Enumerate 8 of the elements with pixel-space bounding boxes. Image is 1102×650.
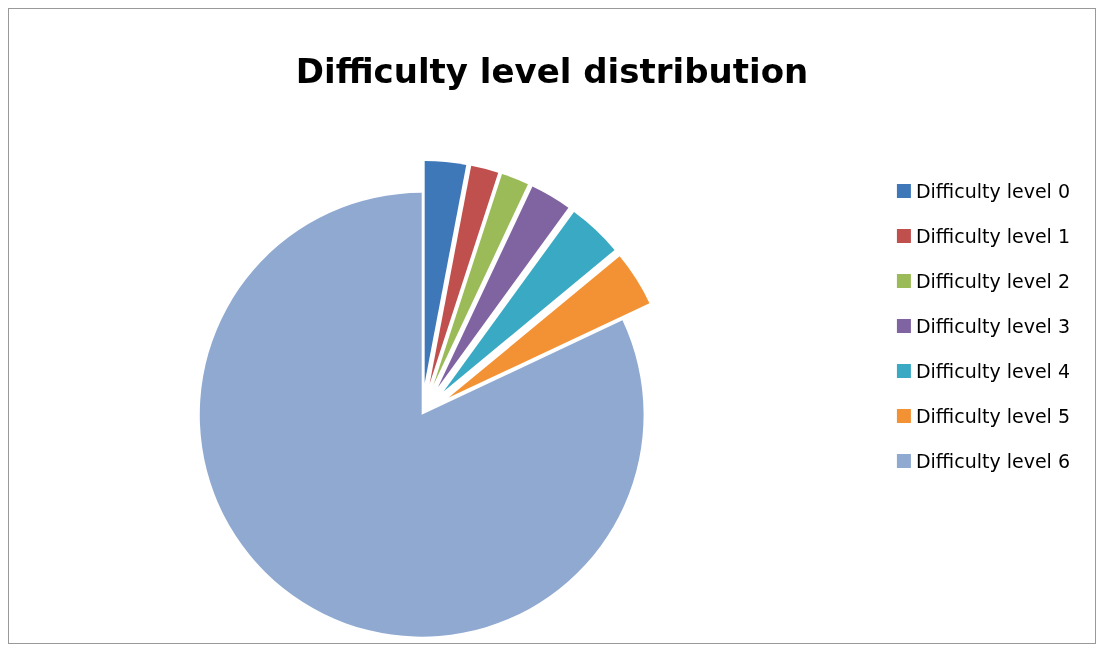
legend-label: Difficulty level 5	[915, 405, 1071, 427]
legend-label: Difficulty level 6	[915, 450, 1071, 472]
legend-label: Difficulty level 1	[915, 225, 1071, 247]
chart-title: Difficulty level distribution	[295, 51, 809, 91]
legend-label: Difficulty level 3	[915, 315, 1071, 337]
legend-label: Difficulty level 2	[915, 270, 1071, 292]
legend-label: Difficulty level 0	[915, 180, 1071, 202]
legend-label: Difficulty level 4	[915, 360, 1071, 382]
